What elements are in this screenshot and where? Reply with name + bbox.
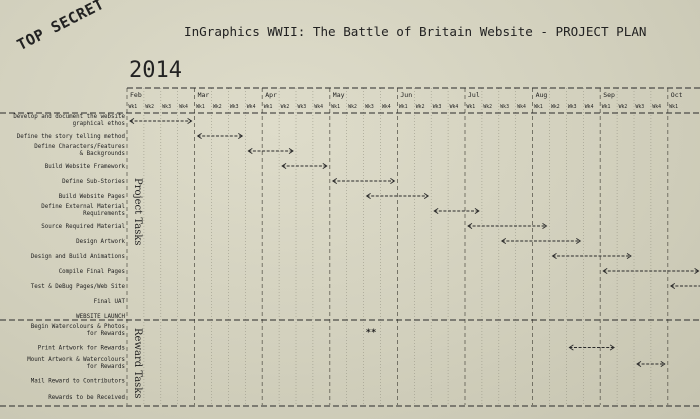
week-label: Wk1	[602, 104, 611, 110]
reward-bar-arrow-end	[660, 361, 666, 367]
week-label: Wk2	[483, 104, 492, 110]
page-title: InGraphics WWII: The Battle of Britain W…	[184, 24, 647, 39]
project-task-label: Build Website Framework	[45, 164, 126, 170]
week-label: Wk3	[500, 104, 509, 110]
week-label: Wk1	[331, 104, 340, 110]
year-label: 2014	[129, 58, 182, 83]
month-label: Aug	[536, 91, 548, 99]
week-label: Wk4	[450, 104, 459, 110]
project-bar-arrow-start	[500, 238, 507, 244]
project-task-label: Compile Final Pages	[59, 269, 125, 275]
project-bar-arrow-end	[238, 133, 244, 139]
week-label: Wk2	[281, 104, 290, 110]
week-label: Wk4	[314, 104, 323, 110]
project-task-label: Design and Build Animations	[31, 254, 125, 260]
project-bar-arrow-start	[129, 118, 135, 124]
section-label-reward: Reward Tasks	[132, 328, 143, 399]
week-label: Wk1	[669, 104, 678, 110]
project-task-label: Requirements	[83, 211, 125, 217]
project-bar-arrow-end	[322, 163, 328, 169]
week-label: Wk2	[619, 104, 628, 110]
project-task-label: graphical ethos	[73, 121, 125, 127]
project-bar-arrow-start	[551, 253, 557, 259]
reward-task-label: Begin Watercolours & Photos	[31, 324, 125, 330]
week-label: Wk1	[534, 104, 543, 110]
project-bar-arrow-end	[626, 253, 632, 259]
week-label: Wk1	[399, 104, 408, 110]
section-label-project: Project Tasks	[132, 178, 143, 246]
project-bar-arrow-start	[467, 223, 473, 229]
week-label: Wk4	[382, 104, 391, 110]
project-task-label: Define Sub-Stories	[62, 179, 125, 185]
week-label: Wk3	[568, 104, 577, 110]
reward-task-label: Print Artwork for Rewards	[38, 346, 125, 352]
project-task-label: Develop and document the website	[13, 114, 125, 120]
reward-task-label: Mail Reward to Contributors	[31, 379, 125, 385]
reward-bar-arrow-start	[636, 361, 642, 367]
project-task-label: Build Website Pages	[59, 194, 125, 200]
project-bar-arrow-start	[281, 163, 287, 169]
week-label: Wk3	[636, 104, 645, 110]
project-task-label: WEBSITE LAUNCH	[76, 314, 125, 320]
month-label: Sep	[603, 91, 615, 99]
month-label: May	[333, 91, 345, 99]
project-task-label: Source Required Material	[41, 224, 125, 230]
month-label: Jul	[468, 91, 480, 99]
week-label: Wk1	[196, 104, 205, 110]
project-task-label: Define the story telling method	[17, 134, 125, 140]
reward-bar-arrow-end	[609, 344, 615, 351]
week-label: Wk2	[416, 104, 425, 110]
week-label: Wk2	[551, 104, 560, 110]
project-bar-arrow-end	[542, 223, 548, 229]
week-label: Wk4	[179, 104, 188, 110]
week-label: Wk3	[230, 104, 239, 110]
month-label: Mar	[198, 91, 210, 99]
week-label: Wk3	[365, 104, 374, 110]
week-label: Wk1	[129, 104, 138, 110]
reward-task-label: for Rewards	[87, 364, 125, 370]
week-label: Wk4	[517, 104, 526, 110]
project-task-label: Final UAT	[94, 299, 126, 305]
project-bar-arrow-start	[247, 148, 253, 154]
project-bar-arrow-start	[433, 208, 439, 214]
project-task-label: Design Artwork	[76, 239, 125, 245]
project-bar-arrow-end	[474, 208, 480, 214]
reward-bar-arrow-start	[568, 344, 574, 351]
project-bar-arrow-start	[331, 178, 338, 184]
reward-task-label: for Rewards	[87, 331, 125, 337]
project-bar-arrow-start	[365, 193, 371, 199]
month-label: Jun	[400, 91, 412, 99]
week-label: Wk3	[298, 104, 307, 110]
month-label: Apr	[265, 91, 277, 99]
project-bar-arrow-end	[694, 268, 700, 274]
project-bar-arrow-start	[196, 133, 202, 139]
week-label: Wk4	[652, 104, 661, 110]
project-bar-arrow-end	[423, 193, 430, 199]
month-label: Oct	[671, 91, 683, 99]
project-bar-arrow-end	[390, 178, 396, 184]
week-label: Wk2	[213, 104, 222, 110]
project-bar-arrow-start	[669, 283, 676, 289]
week-label: Wk4	[585, 104, 594, 110]
project-bar-arrow-end	[288, 148, 294, 154]
week-label: Wk2	[348, 104, 357, 110]
week-label: Wk1	[264, 104, 273, 110]
week-label: Wk4	[247, 104, 256, 110]
project-task-label: Define External Material	[41, 204, 125, 210]
week-label: Wk1	[467, 104, 476, 110]
reward-milestone: **	[366, 328, 377, 338]
reward-task-label: Rewards to be Received	[48, 395, 125, 401]
project-bar-arrow-end	[187, 118, 193, 124]
week-label: Wk2	[145, 104, 154, 110]
week-label: Wk3	[433, 104, 442, 110]
week-label: Wk3	[162, 104, 171, 110]
project-task-label: Test & DeBug Pages/Web Site	[31, 284, 126, 290]
project-bar-arrow-end	[576, 238, 582, 244]
project-bar-arrow-start	[602, 268, 608, 274]
project-task-label: & Backgrounds	[80, 151, 125, 157]
reward-task-label: Mount Artwork & Watercolours	[27, 357, 125, 363]
month-label: Feb	[130, 91, 142, 99]
project-task-label: Define Characters/Features	[34, 144, 125, 150]
